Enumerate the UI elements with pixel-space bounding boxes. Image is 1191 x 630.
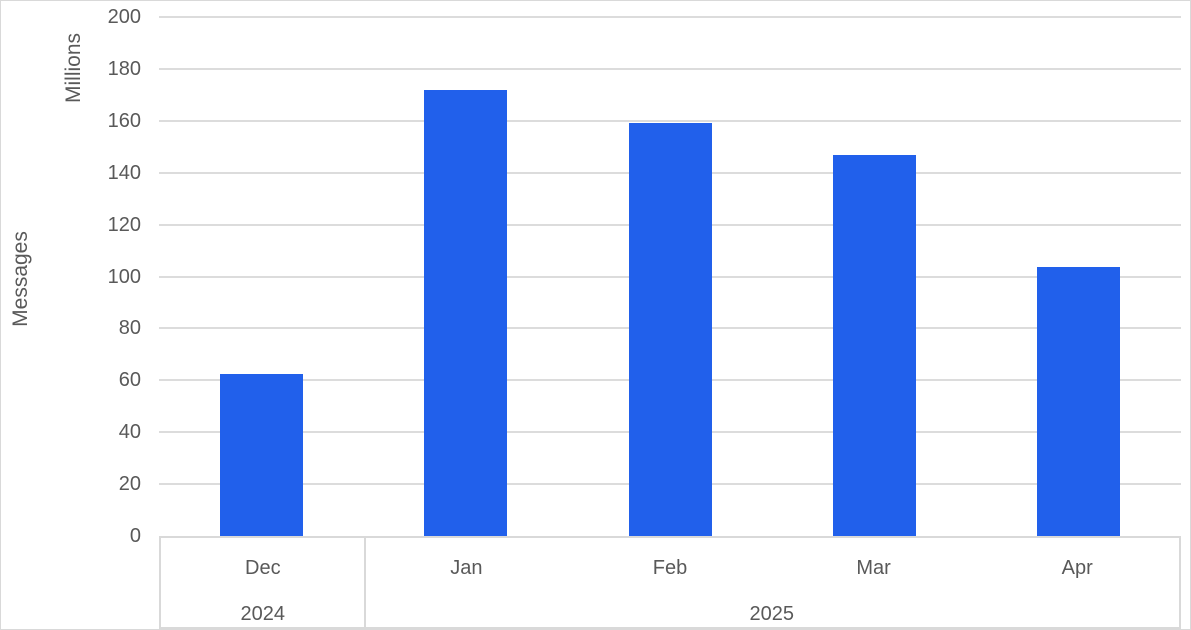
- category-axis: Dec Jan Feb Mar Apr 2024 2025: [159, 536, 1181, 629]
- plot-area: [159, 16, 1181, 536]
- y-tick-label: 120: [107, 213, 141, 236]
- gridline: [159, 67, 1181, 70]
- x-axis-month-label: Mar: [856, 557, 891, 579]
- y-tick-label: 200: [107, 6, 141, 28]
- y-tick-label: 80: [118, 317, 141, 340]
- y-tick-label: 20: [118, 473, 141, 496]
- bar-apr: [1037, 267, 1121, 536]
- y-tick-label: 180: [107, 57, 141, 80]
- x-axis-year-label: 2024: [240, 603, 286, 625]
- bar-jan: [424, 89, 508, 536]
- y-tick-label: 0: [129, 525, 141, 547]
- y-tick-label: 160: [107, 109, 141, 132]
- x-axis-month-label: Jan: [450, 557, 483, 579]
- x-axis-year-label: 2025: [749, 603, 795, 625]
- y-tick-label: 60: [118, 369, 141, 392]
- bar-dec: [219, 373, 303, 536]
- x-axis-month-label: Dec: [245, 557, 281, 579]
- y-tick-label: 100: [107, 265, 141, 288]
- bar-mar: [832, 154, 916, 536]
- gridline: [159, 16, 1181, 18]
- bars: [159, 17, 1181, 536]
- y-tick-label: 40: [118, 421, 141, 444]
- x-axis-month-label: Feb: [652, 557, 688, 579]
- bar-feb: [628, 123, 712, 536]
- x-axis-month-label: Apr: [1061, 557, 1093, 579]
- y-axis-tick-labels: 0 20 40 60 80 100 120 140 160 180 200: [1, 1, 142, 629]
- gridline: [159, 119, 1181, 122]
- y-tick-label: 140: [107, 161, 141, 184]
- year-group-divider: [363, 538, 366, 627]
